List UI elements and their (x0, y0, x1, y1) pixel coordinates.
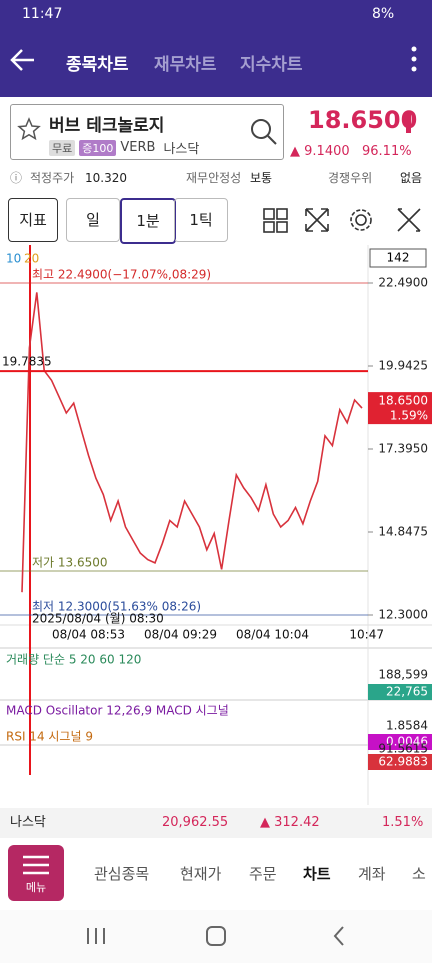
annotation: 최저 12.3000(51.63% 08:26) (32, 600, 201, 614)
indicator-tag-bg (368, 734, 432, 750)
x-tick-label: 08/04 08:53 (52, 628, 125, 642)
indicator-max: 188,599 (378, 668, 428, 682)
tab[interactable]: 종목차트 (66, 55, 129, 75)
moat-label: 경쟁우위 (328, 171, 373, 185)
indicator-tag-bg (368, 754, 432, 770)
index-change: ▲ 312.42 (260, 815, 320, 830)
fair-price: 10.320 (85, 171, 127, 185)
indicator-tag-bg (368, 684, 432, 700)
stability-label: 재무안정성 (186, 171, 242, 185)
tag: 증100 (79, 139, 117, 156)
nav-item[interactable]: 현재가 (180, 865, 222, 883)
stock-search[interactable]: 버브 테크놀로지 무료 증100 VERB 나스닥 (10, 104, 284, 160)
menu-label: 메뉴 (25, 881, 47, 894)
price-line (21, 292, 363, 593)
stock-tags: 무료 증100 VERB 나스닥 (49, 138, 199, 157)
moat: 없음 (400, 171, 423, 185)
ma-label: 10 (6, 252, 21, 266)
stability: 보통 (250, 171, 273, 185)
annotation: 최고 22.4900(−17.07%,08:29) (32, 268, 211, 282)
tab[interactable]: 지수차트 (240, 55, 303, 75)
status-time: 11:47 (22, 6, 63, 22)
y-tick-label: 19.9425 (378, 359, 428, 373)
info-row: ⓘ 적정주가 10.320 재무안정성 보통 경쟁우위 없음 (0, 164, 432, 192)
indicator-max: 1.8584 (386, 719, 428, 733)
x-tick-label: 2025/08/04 (월) 08:30 (32, 612, 164, 626)
search-icon[interactable] (249, 117, 279, 147)
x-tick-label: 08/04 09:29 (144, 628, 217, 642)
current-tag (368, 392, 432, 425)
index-bar[interactable]: 나스닥 20,962.55 ▲ 312.42 1.51% (0, 808, 432, 838)
index-value: 20,962.55 (162, 815, 229, 830)
price: 18.6500 (308, 106, 418, 134)
index-pct: 1.51% (382, 815, 424, 830)
market: 나스닥 (163, 142, 200, 157)
fair-price-label: 적정주가 (30, 171, 75, 185)
x-tick-label: 10:47 (349, 628, 384, 642)
nav-item[interactable]: 관심종목 (94, 865, 150, 883)
indicator-label: MACD Oscillator 12,26,9 MACD 시그널 (6, 704, 229, 718)
battery: 8% (372, 6, 395, 22)
index-change-value: 312.42 (274, 815, 320, 830)
more-menu[interactable] (406, 44, 422, 74)
indicator-current: 0.0046 (386, 735, 428, 749)
period-button[interactable]: 일 (66, 198, 120, 242)
indicator-max: 91.5615 (378, 742, 428, 756)
nav-item[interactable]: 주문 (249, 865, 277, 883)
menu-icon (23, 855, 49, 875)
stock-name: 버브 테크놀로지 (49, 116, 165, 136)
period-button[interactable]: 1분 (120, 198, 176, 244)
price-flag (406, 111, 411, 133)
x-tick-label: 08/04 10:04 (236, 628, 309, 642)
annotation: 저가 13.6500 (32, 556, 108, 570)
crosshair-label: 19.7835 (2, 355, 52, 369)
index-name: 나스닥 (10, 815, 46, 830)
y-tick-label: 22.4900 (378, 276, 428, 290)
header: 11:47 8% 종목차트 재무차트 지수차트 (0, 0, 432, 97)
indicator-label: 거래량 단순 5 20 60 120 (6, 653, 141, 667)
y-tick-label: 12.3000 (378, 608, 428, 622)
chart: 142 10 20 22.4900 19.9425 17.3950 14.8475 12.3… (0, 245, 432, 805)
change-value: 9.1400 (304, 144, 350, 159)
y-tick-label: 17.3950 (378, 442, 428, 456)
favorite-star[interactable] (17, 117, 41, 141)
change-pct: 96.11% (362, 144, 412, 159)
indicator-label: RSI 14 시그널 9 (6, 730, 93, 744)
indicator-current: 62.9883 (378, 755, 428, 769)
indicator-current: 22,765 (386, 685, 428, 699)
period-button[interactable]: 1틱 (174, 198, 228, 242)
tool-icons (263, 208, 421, 233)
current-pct: 1.59% (390, 409, 428, 423)
system-nav (0, 910, 432, 963)
ticker: VERB (120, 140, 156, 155)
ma-label: 20 (24, 252, 39, 266)
nav-item[interactable]: 차트 (303, 865, 331, 883)
nav-item[interactable]: 소 (412, 865, 426, 883)
nav-item[interactable]: 계좌 (358, 865, 386, 883)
count-box: 142 (387, 251, 410, 265)
tag: 무료 (49, 139, 76, 156)
menu-button[interactable]: 메뉴 (8, 845, 64, 901)
indicator-button[interactable]: 지표 (8, 198, 58, 242)
current-price: 18.6500 (378, 394, 428, 408)
y-tick-label: 14.8475 (378, 525, 428, 539)
back-button[interactable] (8, 46, 38, 74)
tab[interactable]: 재무차트 (154, 55, 217, 75)
change: ▲ 9.1400 (290, 144, 350, 159)
system-buttons (87, 926, 344, 946)
